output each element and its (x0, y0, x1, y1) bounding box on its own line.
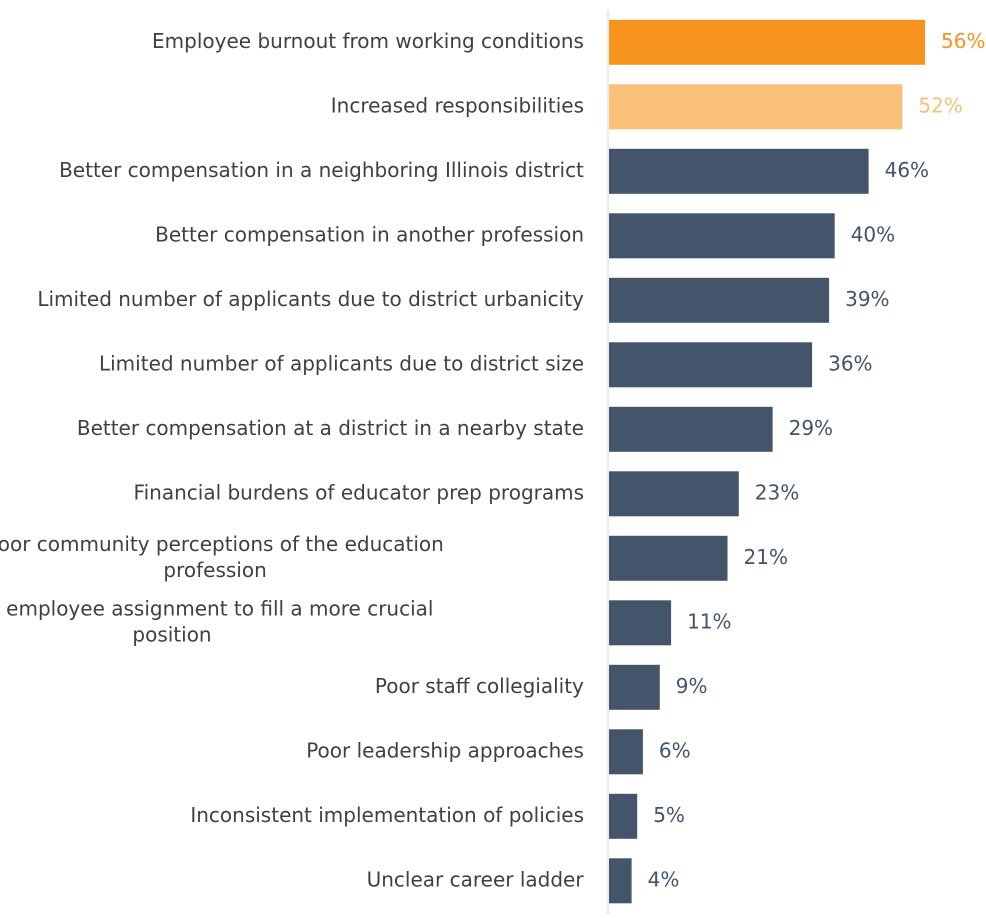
value-label-6: 36% (828, 351, 872, 375)
category-label-line: Increased responsibilities (331, 93, 584, 117)
value-label-10: 11% (687, 609, 731, 633)
category-label-10: Changed employee assignment to fill a mo… (0, 596, 433, 646)
bar-4 (609, 213, 835, 259)
value-label-5: 39% (845, 287, 889, 311)
category-label-2: Increased responsibilities (331, 93, 584, 117)
category-label-line: Employee burnout from working conditions (152, 29, 584, 53)
category-label-7: Better compensation at a district in a n… (77, 416, 584, 440)
value-label-8: 23% (755, 480, 799, 504)
category-label-13: Inconsistent implementation of policies (190, 803, 584, 827)
category-label-line: Poor leadership approaches (306, 738, 584, 762)
value-label-11: 9% (676, 674, 708, 698)
category-label-5: Limited number of applicants due to dist… (37, 287, 584, 311)
bar-8 (609, 471, 739, 517)
bar-12 (609, 729, 643, 775)
bar-1 (609, 19, 925, 65)
category-label-11: Poor staff collegiality (375, 674, 584, 698)
value-label-1: 56% (941, 29, 985, 53)
value-label-12: 6% (659, 738, 691, 762)
bar-3 (609, 148, 869, 194)
category-label-line: Limited number of applicants due to dist… (37, 287, 584, 311)
bar-5 (609, 277, 830, 323)
value-label-4: 40% (851, 222, 895, 246)
value-label-7: 29% (789, 416, 833, 440)
value-label-9: 21% (744, 545, 788, 569)
category-label-line: position (132, 622, 211, 646)
bar-7 (609, 406, 773, 452)
category-label-line: Poor community perceptions of the educat… (0, 532, 444, 556)
category-label-12: Poor leadership approaches (306, 738, 584, 762)
value-label-3: 46% (885, 158, 929, 182)
category-label-3: Better compensation in a neighboring Ill… (59, 158, 584, 182)
category-label-line: Poor staff collegiality (375, 674, 584, 698)
category-label-6: Limited number of applicants due to dist… (99, 351, 584, 375)
value-label-14: 4% (648, 867, 680, 891)
bar-10 (609, 600, 672, 646)
category-label-line: Financial burdens of educator prep progr… (134, 480, 584, 504)
category-label-line: profession (163, 558, 266, 582)
bar-14 (609, 858, 632, 904)
category-label-line: Better compensation in a neighboring Ill… (59, 158, 584, 182)
category-label-9: Poor community perceptions of the educat… (0, 532, 444, 582)
bar-11 (609, 664, 660, 710)
category-label-14: Unclear career ladder (367, 867, 585, 891)
category-label-1: Employee burnout from working conditions (152, 29, 584, 53)
category-label-line: Inconsistent implementation of policies (190, 803, 584, 827)
bar-2 (609, 84, 903, 130)
bar-13 (609, 793, 638, 839)
category-label-4: Better compensation in another professio… (155, 222, 584, 246)
category-label-line: Changed employee assignment to fill a mo… (0, 596, 433, 620)
category-label-line: Limited number of applicants due to dist… (99, 351, 584, 375)
bar-6 (609, 342, 813, 388)
category-label-line: Better compensation in another professio… (155, 222, 584, 246)
bar-9 (609, 535, 728, 581)
bars-group: 56% Employee burnout from working conditi… (0, 19, 985, 904)
category-label-line: Unclear career ladder (367, 867, 585, 891)
value-label-2: 52% (918, 93, 962, 117)
value-label-13: 5% (653, 803, 685, 827)
category-label-line: Better compensation at a district in a n… (77, 416, 584, 440)
category-label-8: Financial burdens of educator prep progr… (134, 480, 584, 504)
